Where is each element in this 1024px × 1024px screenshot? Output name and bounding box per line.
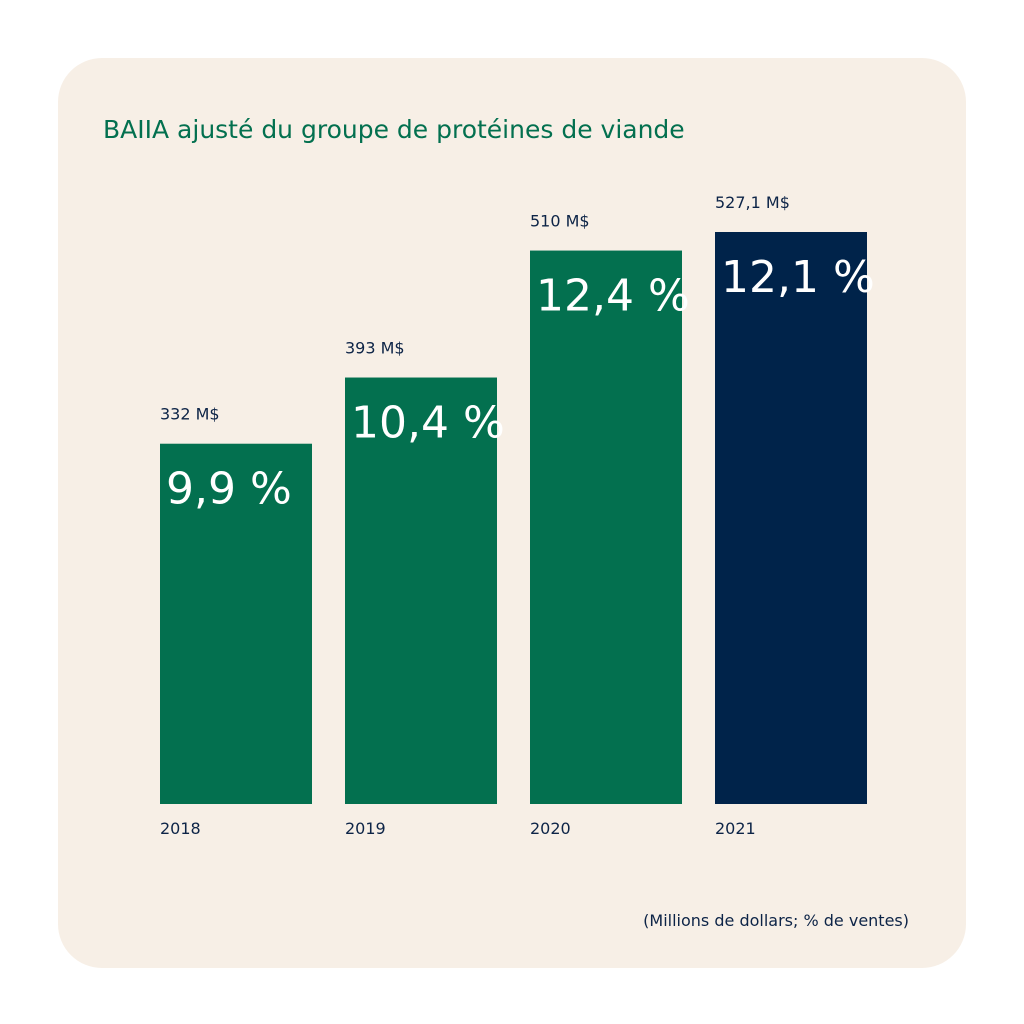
bar-2020 bbox=[530, 250, 682, 804]
year-label-2021: 2021 bbox=[715, 819, 756, 838]
year-label-2019: 2019 bbox=[345, 819, 386, 838]
percent-label-2021: 12,1 % bbox=[721, 252, 875, 303]
value-label-2018: 332 M$ bbox=[160, 405, 220, 424]
year-label-2018: 2018 bbox=[160, 819, 201, 838]
chart-title: BAIIA ajusté du groupe de protéines de v… bbox=[103, 115, 685, 144]
percent-label-2020: 12,4 % bbox=[536, 271, 690, 322]
bar-2021 bbox=[715, 232, 867, 804]
units-note: (Millions de dollars; % de ventes) bbox=[643, 911, 909, 930]
value-label-2021: 527,1 M$ bbox=[715, 193, 790, 212]
year-label-2020: 2020 bbox=[530, 819, 571, 838]
bar-2018 bbox=[160, 443, 312, 804]
percent-label-2018: 9,9 % bbox=[166, 464, 292, 515]
value-label-2020: 510 M$ bbox=[530, 212, 590, 231]
percent-label-2019: 10,4 % bbox=[351, 398, 505, 449]
bar-2019 bbox=[345, 377, 497, 804]
value-label-2019: 393 M$ bbox=[345, 339, 405, 358]
